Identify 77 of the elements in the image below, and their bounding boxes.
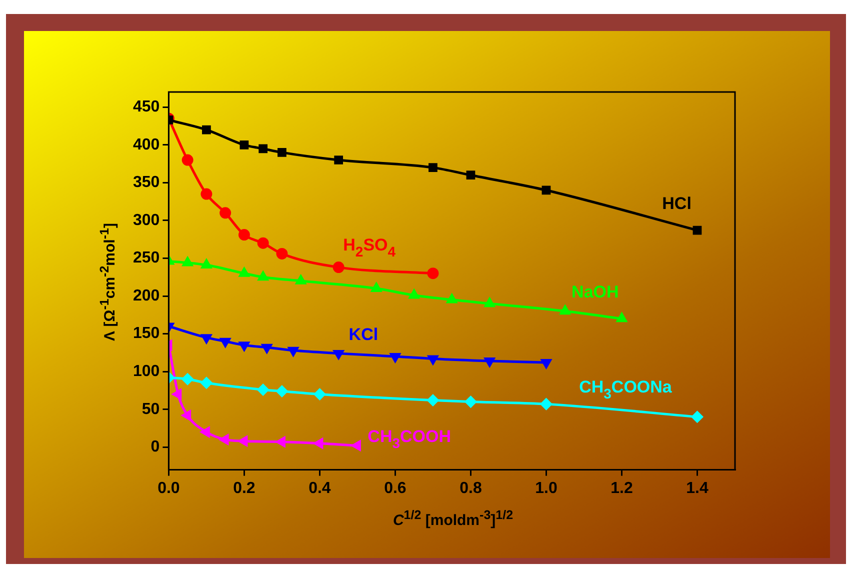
point bbox=[220, 207, 232, 219]
point bbox=[314, 438, 324, 448]
x-tick-label: 1.4 bbox=[686, 480, 708, 497]
series-label: KCl bbox=[348, 324, 378, 344]
point bbox=[333, 350, 344, 360]
point bbox=[296, 275, 306, 284]
point bbox=[484, 357, 495, 367]
point bbox=[334, 156, 344, 164]
point bbox=[278, 148, 286, 157]
point bbox=[257, 237, 269, 249]
point bbox=[182, 410, 192, 421]
x-tick-label: 0.6 bbox=[384, 480, 406, 497]
point bbox=[371, 282, 382, 292]
point bbox=[352, 440, 361, 451]
point bbox=[200, 377, 212, 389]
y-tick-label: 250 bbox=[132, 250, 160, 267]
point bbox=[258, 271, 268, 281]
x-tick-label: 0.4 bbox=[308, 480, 331, 497]
y-tick-label: 0 bbox=[150, 438, 160, 456]
point bbox=[182, 154, 194, 166]
point bbox=[238, 436, 248, 446]
x-tick-label: 1.0 bbox=[535, 480, 558, 497]
point bbox=[240, 140, 249, 150]
point bbox=[428, 355, 438, 364]
point bbox=[541, 359, 552, 368]
x-tick-label: 1.2 bbox=[610, 480, 633, 497]
point bbox=[560, 305, 570, 315]
y-tick-label: 50 bbox=[142, 400, 160, 418]
point bbox=[408, 290, 420, 299]
point bbox=[276, 436, 286, 447]
point bbox=[692, 226, 702, 235]
point bbox=[201, 334, 212, 344]
y-tick-label: 150 bbox=[132, 325, 160, 342]
y-tick-label: 400 bbox=[132, 136, 160, 154]
point bbox=[276, 248, 288, 260]
x-tick-label: 0.2 bbox=[233, 480, 256, 497]
point bbox=[200, 426, 210, 438]
point bbox=[220, 338, 230, 348]
point bbox=[446, 294, 457, 304]
y-tick-label: 200 bbox=[132, 287, 160, 304]
point bbox=[484, 298, 495, 308]
point bbox=[428, 163, 438, 172]
x-tick-label: 0.0 bbox=[158, 480, 180, 497]
point bbox=[220, 434, 229, 445]
point bbox=[427, 268, 439, 280]
point bbox=[427, 394, 439, 406]
x-tick-label: 0.8 bbox=[460, 480, 482, 497]
point bbox=[314, 388, 326, 400]
point bbox=[201, 259, 212, 269]
y-tick-label: 350 bbox=[132, 174, 160, 192]
point bbox=[182, 257, 193, 266]
point bbox=[239, 268, 250, 277]
point bbox=[542, 186, 551, 195]
y-tick-label: 100 bbox=[132, 362, 160, 380]
point bbox=[464, 396, 476, 408]
series-label: NaOH bbox=[572, 282, 619, 302]
x-axis-title: C$^{1/2}$ [moldm$^{-3}$]$^{1/2}$ bbox=[392, 508, 514, 529]
point bbox=[257, 384, 269, 396]
point bbox=[262, 344, 272, 354]
point bbox=[276, 385, 288, 397]
point bbox=[258, 144, 268, 154]
point bbox=[202, 125, 211, 134]
point bbox=[239, 342, 250, 351]
point bbox=[466, 170, 476, 180]
point bbox=[172, 389, 182, 400]
point bbox=[238, 229, 250, 241]
point bbox=[332, 262, 344, 274]
y-tick-label: 450 bbox=[132, 98, 160, 116]
point bbox=[390, 352, 400, 362]
y-tick-label: 300 bbox=[132, 212, 160, 229]
series-label: HCl bbox=[662, 194, 692, 214]
point bbox=[691, 411, 703, 423]
point bbox=[182, 373, 194, 385]
point bbox=[540, 398, 552, 410]
point bbox=[288, 346, 298, 356]
point bbox=[200, 188, 212, 200]
point bbox=[616, 312, 627, 322]
